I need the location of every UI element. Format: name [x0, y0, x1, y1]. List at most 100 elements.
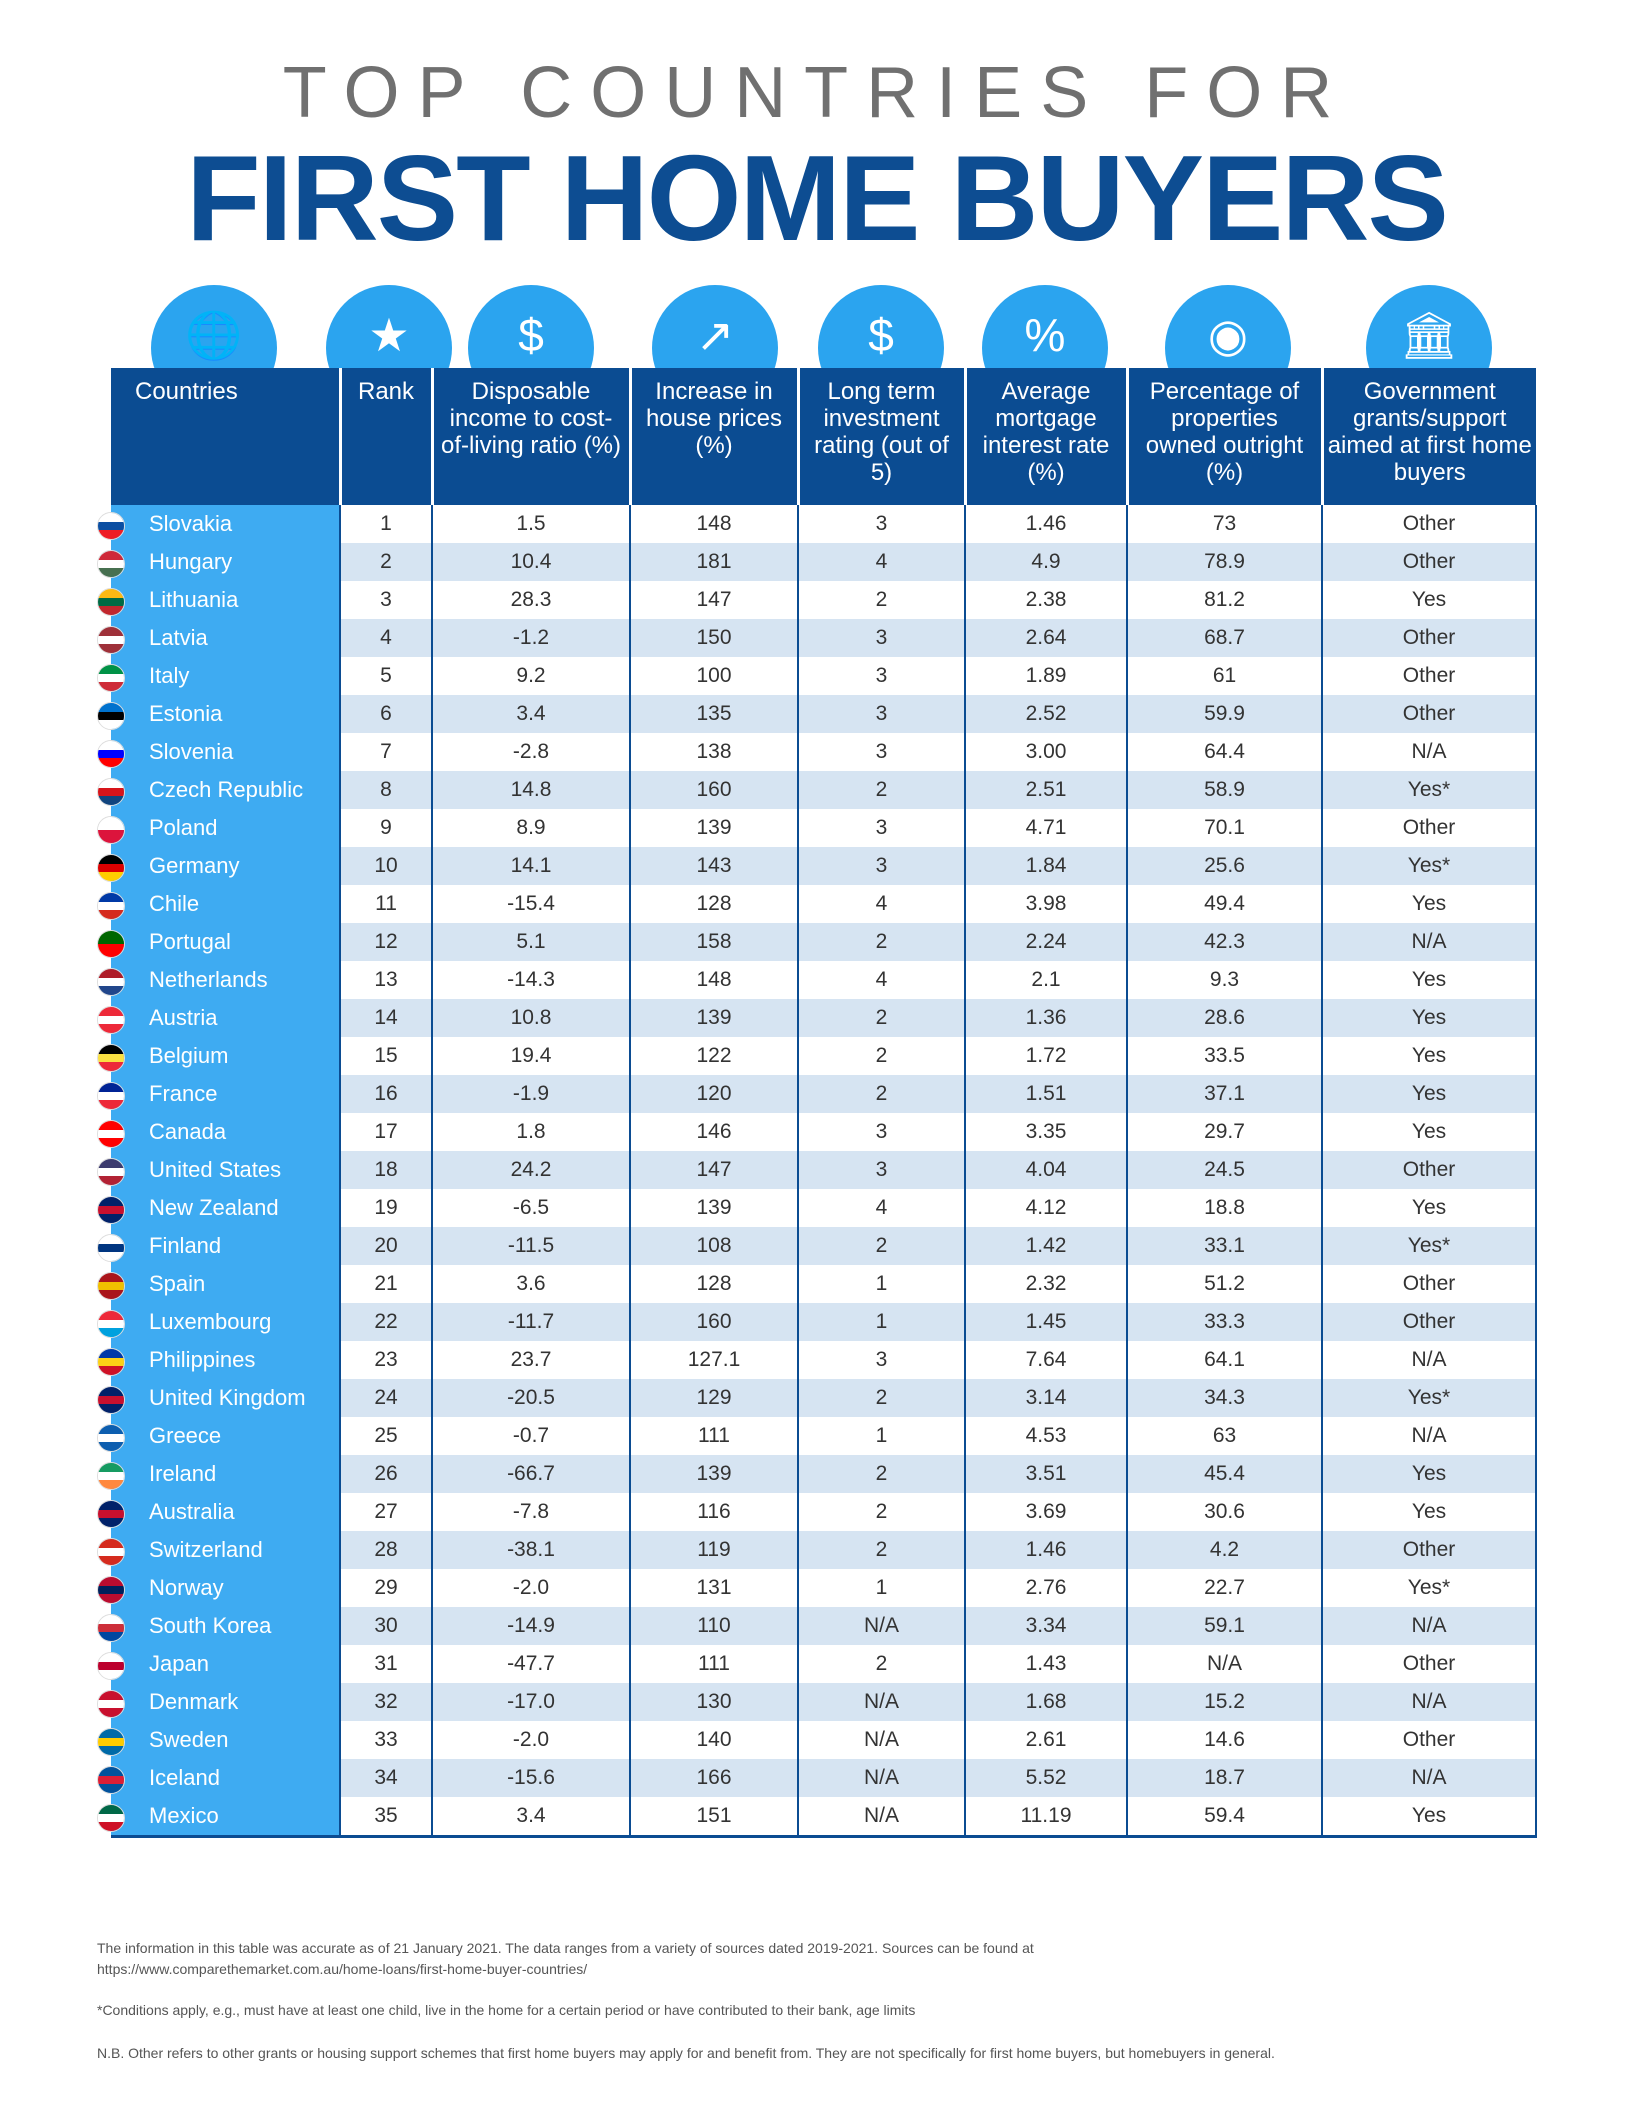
- rank-cell: 5: [339, 657, 432, 695]
- owned-outright-cell: 68.7: [1126, 619, 1322, 657]
- country-cell: Spain: [97, 1265, 340, 1303]
- header-row: Countries Rank Disposable income to cost…: [111, 368, 1536, 505]
- government-grants-cell: Yes: [1321, 1797, 1537, 1838]
- disposable-income-cell: 23.7: [431, 1341, 630, 1379]
- flag-icon: [97, 1044, 125, 1072]
- house-price-increase-cell: 130: [629, 1683, 798, 1721]
- table-row: Germany 10 14.1 143 3 1.84 25.6 Yes*: [97, 847, 1537, 885]
- flag-icon: [97, 1690, 125, 1718]
- flag-icon: [97, 1728, 125, 1756]
- flag-icon: [97, 1614, 125, 1642]
- investment-rating-cell: 2: [797, 1037, 965, 1075]
- table-row: United Kingdom 24 -20.5 129 2 3.14 34.3 Yes*: [97, 1379, 1537, 1417]
- table-row: Poland 9 8.9 139 3 4.71 70.1 Other: [97, 809, 1537, 847]
- owned-outright-cell: 63: [1126, 1417, 1322, 1455]
- government-grants-cell: Other: [1321, 695, 1537, 733]
- house-price-increase-cell: 127.1: [629, 1341, 798, 1379]
- disposable-income-cell: 3.6: [431, 1265, 630, 1303]
- house-price-increase-cell: 111: [629, 1417, 798, 1455]
- government-grants-cell: Other: [1321, 1265, 1537, 1303]
- flag-icon: [97, 1766, 125, 1794]
- table-row: Australia 27 -7.8 116 2 3.69 30.6 Yes: [97, 1493, 1537, 1531]
- country-name: France: [149, 1081, 218, 1106]
- government-grants-cell: Other: [1321, 619, 1537, 657]
- table-row: Finland 20 -11.5 108 2 1.42 33.1 Yes*: [97, 1227, 1537, 1265]
- investment-rating-cell: 3: [797, 1151, 965, 1189]
- disposable-income-cell: -2.0: [431, 1721, 630, 1759]
- disposable-income-cell: -66.7: [431, 1455, 630, 1493]
- footer-source-url[interactable]: https://www.comparethemarket.com.au/home…: [97, 1961, 588, 1977]
- country-cell: United States: [97, 1151, 340, 1189]
- investment-rating-cell: 3: [797, 695, 965, 733]
- investment-rating-cell: 2: [797, 1493, 965, 1531]
- disposable-income-cell: -38.1: [431, 1531, 630, 1569]
- disposable-income-cell: -0.7: [431, 1417, 630, 1455]
- owned-outright-cell: 18.8: [1126, 1189, 1322, 1227]
- government-grants-cell: N/A: [1321, 733, 1537, 771]
- country-cell: Slovenia: [97, 733, 340, 771]
- footer-note-text: The information in this table was accura…: [97, 1940, 1034, 1956]
- country-cell: Greece: [97, 1417, 340, 1455]
- house-price-increase-cell: 150: [629, 619, 798, 657]
- disposable-income-cell: 3.4: [431, 695, 630, 733]
- owned-outright-cell: 64.4: [1126, 733, 1322, 771]
- country-name: Lithuania: [149, 587, 239, 612]
- disposable-income-cell: -17.0: [431, 1683, 630, 1721]
- table-row: Italy 5 9.2 100 3 1.89 61 Other: [97, 657, 1537, 695]
- table-row: Latvia 4 -1.2 150 3 2.64 68.7 Other: [97, 619, 1537, 657]
- owned-outright-cell: 70.1: [1126, 809, 1322, 847]
- country-name: Philippines: [149, 1347, 256, 1372]
- government-grants-cell: Yes: [1321, 999, 1537, 1037]
- rank-cell: 9: [339, 809, 432, 847]
- footer-note-conditions: *Conditions apply, e.g., must have at le…: [97, 2002, 916, 2018]
- table-row: Slovenia 7 -2.8 138 3 3.00 64.4 N/A: [97, 733, 1537, 771]
- rank-cell: 31: [339, 1645, 432, 1683]
- flag-icon: [97, 892, 125, 920]
- investment-rating-cell: N/A: [797, 1683, 965, 1721]
- table-row: Iceland 34 -15.6 166 N/A 5.52 18.7 N/A: [97, 1759, 1537, 1797]
- government-grants-cell: N/A: [1321, 1607, 1537, 1645]
- rank-cell: 1: [339, 505, 432, 543]
- flag-icon: [97, 1424, 125, 1452]
- owned-outright-cell: 58.9: [1126, 771, 1322, 809]
- investment-rating-cell: 1: [797, 1303, 965, 1341]
- col-government-grants: Government grants/support aimed at first…: [1320, 368, 1536, 505]
- table-row: Portugal 12 5.1 158 2 2.24 42.3 N/A: [97, 923, 1537, 961]
- country-name: Iceland: [149, 1765, 220, 1790]
- rank-cell: 10: [339, 847, 432, 885]
- country-name: Switzerland: [149, 1537, 263, 1562]
- government-grants-cell: N/A: [1321, 1341, 1537, 1379]
- country-name: Spain: [149, 1271, 206, 1296]
- house-price-increase-cell: 151: [629, 1797, 798, 1838]
- owned-outright-cell: 59.4: [1126, 1797, 1322, 1838]
- table-row: New Zealand 19 -6.5 139 4 4.12 18.8 Yes: [97, 1189, 1537, 1227]
- investment-rating-cell: 3: [797, 847, 965, 885]
- owned-outright-cell: 42.3: [1126, 923, 1322, 961]
- table-row: Switzerland 28 -38.1 119 2 1.46 4.2 Other: [97, 1531, 1537, 1569]
- government-grants-cell: Other: [1321, 1303, 1537, 1341]
- investment-rating-cell: N/A: [797, 1721, 965, 1759]
- investment-rating-cell: 2: [797, 771, 965, 809]
- government-grants-cell: N/A: [1321, 1683, 1537, 1721]
- country-cell: Estonia: [97, 695, 340, 733]
- flag-icon: [97, 1348, 125, 1376]
- table-row: United States 18 24.2 147 3 4.04 24.5 Other: [97, 1151, 1537, 1189]
- owned-outright-cell: 81.2: [1126, 581, 1322, 619]
- house-price-increase-cell: 131: [629, 1569, 798, 1607]
- table-row: Estonia 6 3.4 135 3 2.52 59.9 Other: [97, 695, 1537, 733]
- investment-rating-cell: 3: [797, 619, 965, 657]
- government-grants-cell: Other: [1321, 1151, 1537, 1189]
- rank-cell: 33: [339, 1721, 432, 1759]
- title-line-2: FIRST HOME BUYERS: [186, 130, 1449, 266]
- country-cell: Mexico: [97, 1797, 340, 1838]
- owned-outright-cell: 73: [1126, 505, 1322, 543]
- country-cell: Italy: [97, 657, 340, 695]
- mortgage-rate-cell: 2.51: [964, 771, 1127, 809]
- owned-outright-cell: 30.6: [1126, 1493, 1322, 1531]
- table-row: Chile 11 -15.4 128 4 3.98 49.4 Yes: [97, 885, 1537, 923]
- mortgage-rate-cell: 1.72: [964, 1037, 1127, 1075]
- disposable-income-cell: -11.7: [431, 1303, 630, 1341]
- owned-outright-cell: 61: [1126, 657, 1322, 695]
- investment-rating-cell: 3: [797, 1113, 965, 1151]
- house-price-increase-cell: 128: [629, 885, 798, 923]
